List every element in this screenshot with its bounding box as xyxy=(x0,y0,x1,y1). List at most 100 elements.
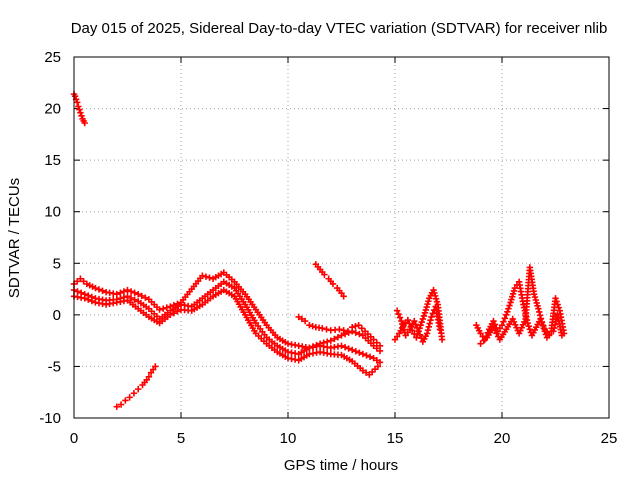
data-point xyxy=(393,307,401,314)
chart-title: Day 015 of 2025, Sidereal Day-to-day VTE… xyxy=(71,20,608,37)
y-tick-label: 25 xyxy=(44,49,61,66)
data-point xyxy=(413,324,421,332)
data-point xyxy=(120,288,128,295)
data-point xyxy=(504,308,511,315)
data-point xyxy=(536,308,543,316)
data-point xyxy=(352,329,359,336)
data-point xyxy=(74,278,81,285)
data-point xyxy=(199,272,206,279)
data-point xyxy=(344,328,352,335)
data-point xyxy=(80,278,87,285)
data-point xyxy=(156,306,163,313)
data-point xyxy=(436,326,444,333)
data-point xyxy=(541,328,548,335)
data-point xyxy=(130,390,138,397)
data-point xyxy=(92,284,99,292)
data-point xyxy=(117,289,124,297)
data-point xyxy=(423,330,431,337)
data-point xyxy=(477,340,484,347)
data-point xyxy=(345,345,352,352)
data-point xyxy=(85,296,92,303)
data-point xyxy=(500,318,507,325)
data-point xyxy=(71,92,79,100)
data-point xyxy=(363,352,370,359)
data-point xyxy=(552,295,559,302)
data-point xyxy=(359,350,367,358)
data-point xyxy=(415,328,422,335)
data-point xyxy=(416,331,424,338)
data-point xyxy=(425,323,433,331)
data-point xyxy=(298,315,306,323)
data-point xyxy=(373,357,381,364)
data-point xyxy=(334,334,342,341)
data-point xyxy=(340,293,347,300)
data-point xyxy=(505,305,512,312)
data-point xyxy=(501,315,509,322)
data-point xyxy=(138,292,145,300)
data-point xyxy=(76,106,83,113)
data-point xyxy=(131,289,138,297)
data-point xyxy=(319,325,326,332)
y-tick-label: 20 xyxy=(44,101,61,118)
data-point xyxy=(174,308,181,315)
data-point xyxy=(295,313,302,321)
data-point xyxy=(74,288,81,295)
data-point xyxy=(338,342,345,349)
data-point xyxy=(349,346,356,354)
data-point xyxy=(324,338,331,345)
data-point xyxy=(74,99,81,106)
data-point xyxy=(356,330,363,338)
axis-ticks: 0 5 10 15 20 25 -10 -5 0 5 10 15 20 25 xyxy=(39,49,617,447)
data-point xyxy=(426,320,433,327)
data-point xyxy=(78,112,85,119)
x-tick-label: 5 xyxy=(177,430,185,447)
data-point xyxy=(419,315,427,323)
data-point xyxy=(323,326,330,333)
data-point xyxy=(396,314,404,321)
data-point xyxy=(206,274,213,281)
data-point xyxy=(352,348,359,355)
data-point xyxy=(424,326,432,334)
data-point xyxy=(159,305,167,312)
data-point xyxy=(355,321,362,329)
data-point xyxy=(167,311,174,319)
data-point xyxy=(127,294,135,302)
data-point xyxy=(358,325,366,332)
grid-lines xyxy=(74,57,609,418)
data-point xyxy=(359,367,367,374)
data-point xyxy=(329,280,337,288)
data-point xyxy=(503,311,510,319)
data-point xyxy=(540,325,547,332)
data-point xyxy=(163,304,170,311)
data-point xyxy=(77,109,84,116)
data-point xyxy=(135,291,142,298)
data-point xyxy=(525,323,532,330)
data-points xyxy=(70,90,568,410)
data-point xyxy=(539,321,546,329)
data-point xyxy=(555,304,562,311)
data-point xyxy=(418,318,425,326)
data-point xyxy=(370,336,377,343)
data-point xyxy=(535,305,542,312)
data-point xyxy=(336,326,343,333)
data-point xyxy=(113,403,120,410)
data-point xyxy=(135,385,142,393)
x-tick-label: 15 xyxy=(387,430,404,447)
y-tick-label: -10 xyxy=(39,410,61,427)
data-point xyxy=(374,363,382,370)
data-point xyxy=(77,275,84,282)
data-point xyxy=(356,349,363,356)
data-point xyxy=(560,330,568,337)
data-point xyxy=(362,369,370,376)
data-point xyxy=(306,321,313,329)
data-point xyxy=(331,335,338,343)
data-point xyxy=(480,337,488,344)
data-point xyxy=(536,312,544,319)
data-point xyxy=(524,319,531,327)
data-point xyxy=(145,373,153,380)
data-point xyxy=(438,336,446,343)
data-point xyxy=(420,312,428,320)
data-point xyxy=(117,401,125,408)
data-point xyxy=(131,296,138,303)
